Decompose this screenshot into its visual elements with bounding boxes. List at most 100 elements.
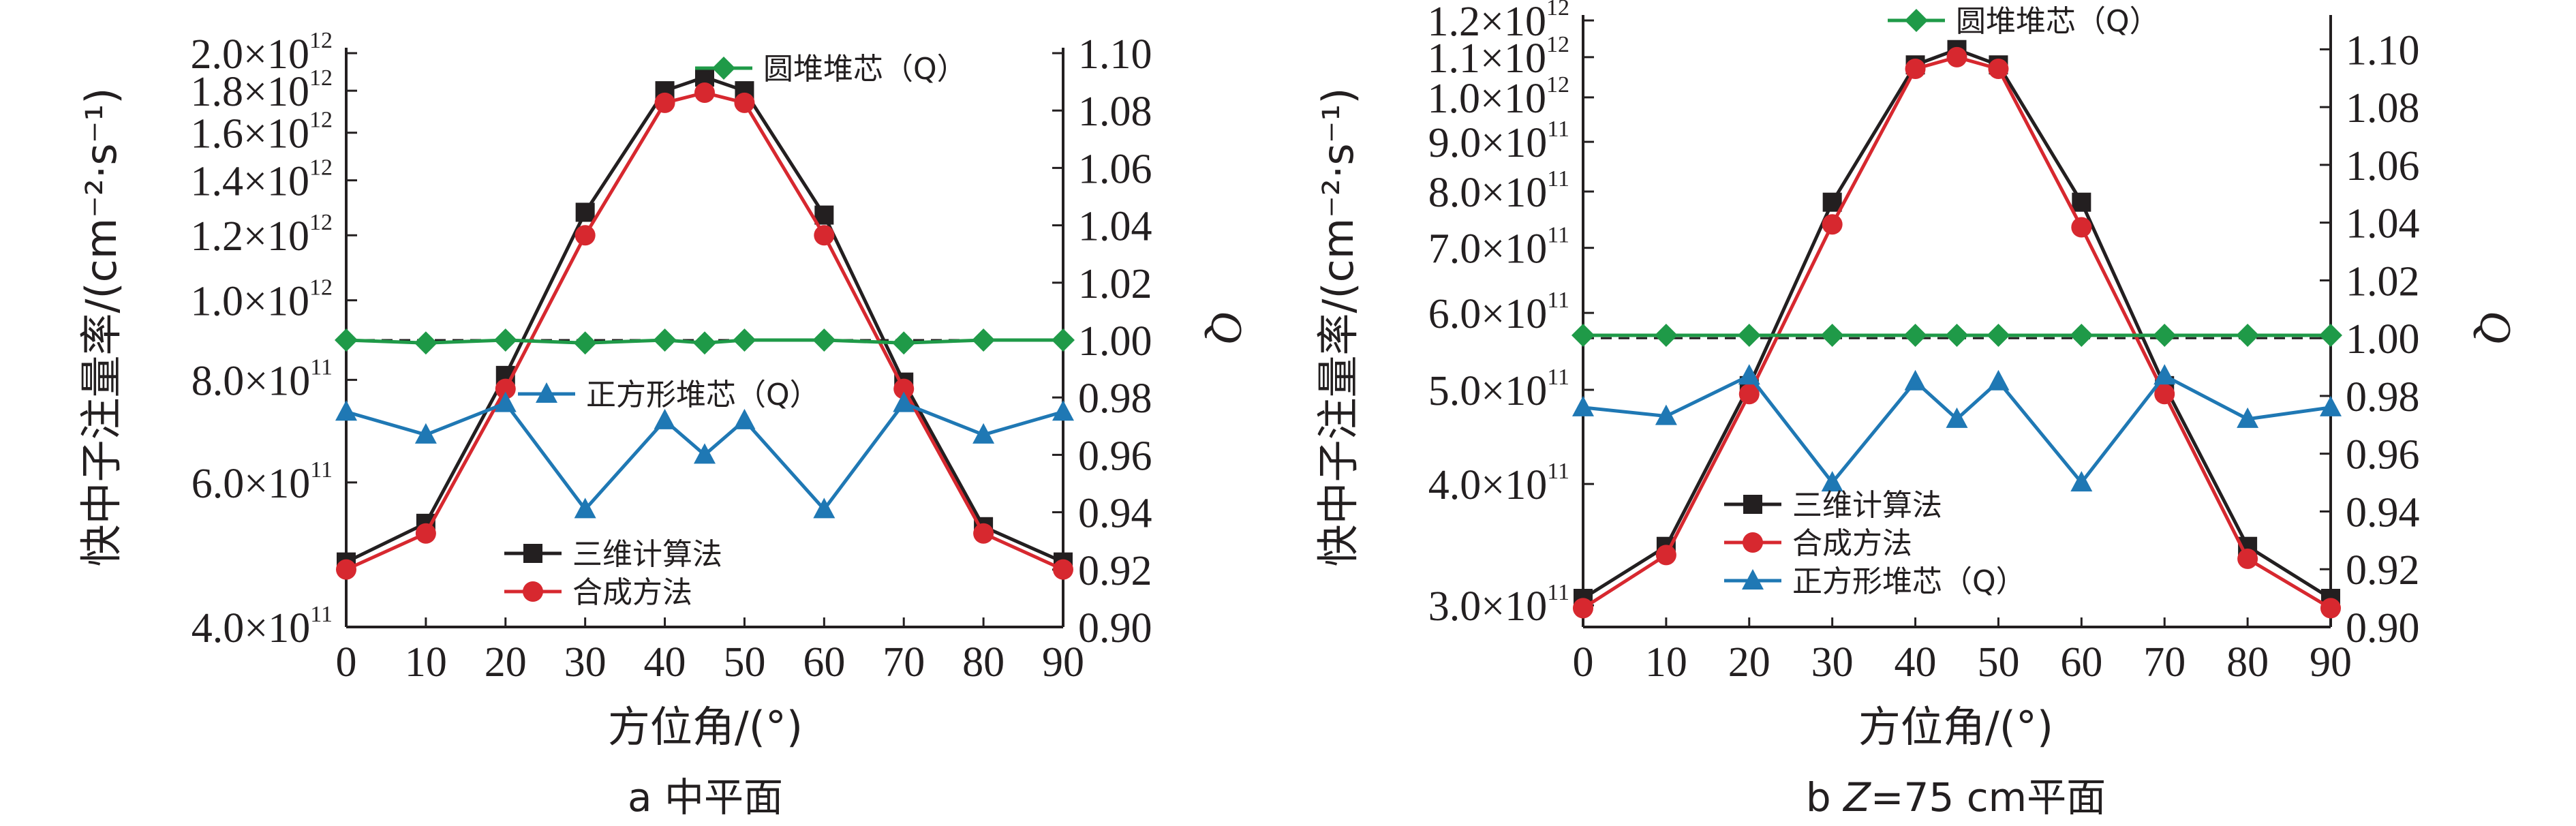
data-point-3 xyxy=(1738,364,1760,385)
left-tick-label: 1.6×1012 xyxy=(191,108,333,157)
data-point-1 xyxy=(893,378,915,399)
right-tick-label: 1.10 xyxy=(1078,31,1152,78)
data-point-0 xyxy=(2072,192,2091,212)
data-point-0 xyxy=(1822,192,1842,212)
right-axis-label: Q xyxy=(1201,311,1251,343)
left-tick-label: 1.2×1012 xyxy=(1428,0,1569,45)
data-point-2 xyxy=(2153,323,2177,347)
right-tick-label: 1.00 xyxy=(1078,318,1152,365)
data-point-2 xyxy=(2236,323,2260,347)
data-point-1 xyxy=(1573,598,1593,619)
data-point-2 xyxy=(2319,323,2342,347)
right-tick-label: 1.02 xyxy=(1078,261,1152,307)
chart-panel-b: 0 10 20 30 40 50 60 70 80 90 3.0×1011 4.0×1011 5.0×1… xyxy=(1313,0,2520,821)
right-tick-label: 1.08 xyxy=(1078,89,1152,135)
data-point-1 xyxy=(1905,58,1926,79)
x-tick-label: 30 xyxy=(1811,639,1854,686)
left-tick-label: 3.0×1011 xyxy=(1428,580,1569,630)
data-point-3 xyxy=(414,423,437,444)
left-tick-label: 6.0×1011 xyxy=(191,457,333,507)
right-axis-label: Q xyxy=(2470,311,2520,343)
right-tick-label: 1.00 xyxy=(2346,316,2420,363)
right-tick-label: 0.90 xyxy=(1078,605,1152,652)
legend-marker xyxy=(523,581,543,602)
legend-label: 正方形堆芯（Q） xyxy=(1792,564,2026,599)
data-point-3 xyxy=(1946,407,1968,428)
right-tick-label: 0.92 xyxy=(1078,548,1152,594)
data-point-1 xyxy=(814,225,835,246)
data-point-3 xyxy=(2153,364,2176,385)
x-tick-label: 50 xyxy=(723,639,765,686)
series-line-3 xyxy=(1582,373,2331,486)
data-point-2 xyxy=(972,328,996,352)
data-point-2 xyxy=(1052,328,1075,352)
x-tick-label: 70 xyxy=(883,639,925,686)
right-tick-label: 1.04 xyxy=(1078,204,1152,250)
data-point-3 xyxy=(2070,471,2093,492)
data-point-2 xyxy=(1737,323,1761,347)
data-point-3 xyxy=(2320,395,2342,416)
x-tick-label: 60 xyxy=(803,639,845,686)
legend-label: 三维计算法 xyxy=(1792,488,1942,523)
x-tick-label: 50 xyxy=(1977,639,2019,686)
left-tick-label: 7.0×1011 xyxy=(1428,223,1569,273)
data-point-1 xyxy=(2154,384,2175,405)
data-point-1 xyxy=(1655,545,1676,566)
legend-marker xyxy=(1905,9,1928,32)
left-tick-label: 2.0×1012 xyxy=(191,28,333,78)
left-tick-label: 4.0×1011 xyxy=(191,602,333,652)
left-tick-label: 1.2×1012 xyxy=(191,210,333,260)
data-point-1 xyxy=(973,523,994,544)
data-point-1 xyxy=(1738,384,1760,405)
x-tick-label: 90 xyxy=(1042,639,1084,686)
panel-caption: a 中平面 xyxy=(628,774,783,821)
x-tick-label: 80 xyxy=(2226,639,2269,686)
data-point-3 xyxy=(1572,395,1594,416)
legend-marker xyxy=(536,382,557,403)
right-tick-label: 0.94 xyxy=(2346,489,2420,536)
left-tick-label: 4.0×1011 xyxy=(1428,459,1569,508)
data-point-3 xyxy=(335,400,357,421)
left-tick-label: 8.0×1011 xyxy=(191,354,333,404)
legend-marker xyxy=(1743,495,1762,514)
data-point-1 xyxy=(2071,217,2092,238)
left-tick-label: 1.1×1012 xyxy=(1428,32,1569,82)
data-point-2 xyxy=(414,331,438,355)
x-tick-label: 0 xyxy=(1573,639,1594,686)
data-point-3 xyxy=(893,391,915,412)
right-tick-label: 1.06 xyxy=(1078,146,1152,192)
data-point-3 xyxy=(1821,471,1843,492)
left-tick-label: 9.0×1011 xyxy=(1428,117,1569,166)
data-point-3 xyxy=(574,498,596,519)
data-point-2 xyxy=(1571,323,1595,347)
x-axis-label: 方位角/(°) xyxy=(608,702,803,752)
panel-caption: b Z=75 cm平面 xyxy=(1806,774,2106,821)
data-point-2 xyxy=(573,331,597,355)
data-point-1 xyxy=(495,378,516,399)
x-tick-label: 10 xyxy=(405,639,447,686)
data-point-3 xyxy=(813,498,835,519)
data-point-3 xyxy=(1052,400,1074,421)
left-tick-label: 8.0×1011 xyxy=(1428,166,1569,216)
right-tick-label: 0.96 xyxy=(1078,433,1152,479)
data-point-3 xyxy=(494,391,517,412)
x-tick-label: 80 xyxy=(962,639,1005,686)
legend-label: 圆堆堆芯（Q） xyxy=(763,52,967,87)
data-point-2 xyxy=(892,331,916,355)
data-point-1 xyxy=(1822,214,1843,235)
x-axis-label: 方位角/(°) xyxy=(1858,702,2053,752)
data-point-2 xyxy=(653,328,677,352)
chart-panel-a: 0 10 20 30 40 50 60 70 80 90 4.0×1011 6.0×1011 8.0×1… xyxy=(76,28,1251,821)
right-tick-label: 0.98 xyxy=(2346,374,2420,420)
data-point-1 xyxy=(336,559,356,580)
data-point-3 xyxy=(733,408,756,429)
x-tick-label: 90 xyxy=(2310,639,2352,686)
data-point-3 xyxy=(972,423,995,444)
legend-marker xyxy=(523,544,542,563)
data-point-1 xyxy=(2237,548,2258,569)
data-point-3 xyxy=(694,443,716,464)
legend-label: 正方形堆芯（Q） xyxy=(586,378,820,412)
right-tick-label: 1.04 xyxy=(2346,201,2420,247)
data-point-2 xyxy=(1945,323,1969,347)
